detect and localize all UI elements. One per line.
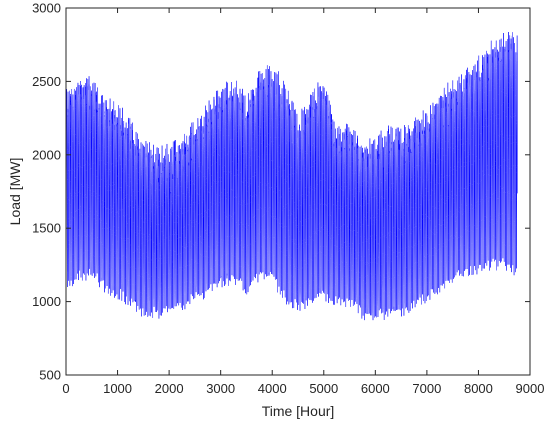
x-tick-label: 0: [62, 381, 69, 396]
x-tick-label: 1000: [103, 381, 132, 396]
y-tick-label: 1000: [32, 294, 61, 309]
y-tick-label: 1500: [32, 221, 61, 236]
y-axis-label: Load [MW]: [7, 158, 23, 226]
y-tick-label: 2500: [32, 74, 61, 89]
y-tick-label: 500: [39, 368, 61, 383]
x-axis-ticks: 0 1000 2000 3000 4000 5000 6000 7000 8000 9000: [62, 8, 544, 396]
y-tick-label: 3000: [32, 1, 61, 16]
x-tick-label: 9000: [516, 381, 545, 396]
axes-box: [65, 7, 531, 376]
x-tick-label: 2000: [155, 381, 184, 396]
x-tick-label: 5000: [309, 381, 338, 396]
x-tick-label: 6000: [361, 381, 390, 396]
x-tick-label: 8000: [464, 381, 493, 396]
plot-area: [65, 32, 518, 321]
x-tick-label: 7000: [412, 381, 441, 396]
x-tick-label: 4000: [258, 381, 287, 396]
x-axis-label: Time [Hour]: [262, 403, 335, 419]
load-series-line: [65, 32, 518, 321]
y-axis-ticks: 500 1000 1500 2000 2500 3000: [32, 1, 530, 383]
y-tick-label: 2000: [32, 147, 61, 162]
x-tick-label: 3000: [206, 381, 235, 396]
